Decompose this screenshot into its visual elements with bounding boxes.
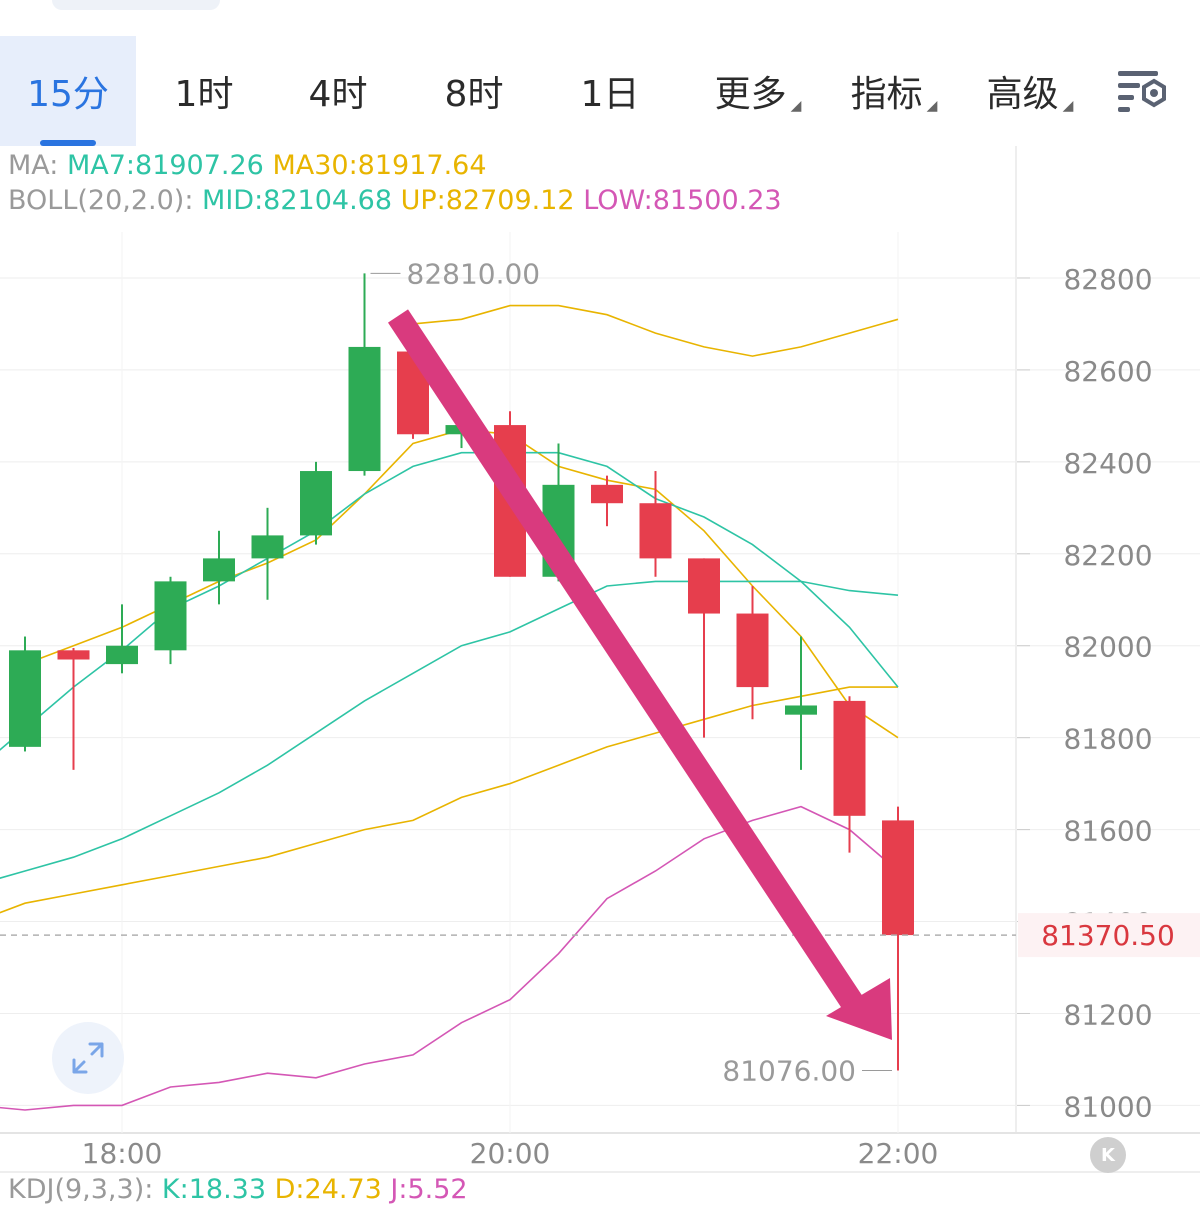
candle-body [591, 484, 623, 504]
candle-body [833, 700, 866, 816]
trend-arrow-shaft [387, 309, 863, 1009]
chart-settings-icon [1118, 71, 1166, 112]
series-ma30-line [0, 686, 898, 914]
candle-body [300, 471, 332, 536]
tab-label: 高级 [986, 74, 1059, 115]
chart-overlay: 82810.00 81076.00 81370.50 [0, 257, 1200, 1087]
boll-mid-value: MID:82104.68 [202, 185, 393, 216]
y-tick-label: 82200 [1063, 539, 1152, 572]
chart-settings-button[interactable] [1112, 36, 1176, 146]
series-boll-a-line [0, 451, 899, 751]
series-mid-line [0, 580, 899, 879]
ma-indicator-line: MA: MA7:81907.26 MA30:81917.64 [8, 150, 487, 181]
kdj-indicator-line: KDJ(9,3,3): K:18.33 D:24.73 J:5.52 [8, 1174, 468, 1205]
boll-up-value: UP:82709.12 [400, 185, 575, 216]
candle-body [639, 503, 672, 559]
top-search-pill[interactable] [52, 0, 220, 10]
dropdown-caret-icon: ◢ [926, 98, 938, 114]
high-marker-label: 82810.00 [407, 257, 541, 290]
boll-indicator-line: BOLL(20,2.0): MID:82104.68 UP:82709.12 L… [8, 185, 782, 216]
tab-4h[interactable]: 4时 [276, 36, 400, 146]
last-price-badge [1018, 913, 1200, 958]
y-tick-label: 81000 [1063, 1090, 1152, 1123]
y-tick-label: 81200 [1063, 998, 1152, 1031]
candle-body [785, 705, 817, 715]
tab-indicators-dropdown[interactable]: 指标 ◢ [836, 36, 952, 146]
tab-label: 1时 [174, 74, 234, 115]
x-tick-label: 22:00 [858, 1137, 939, 1170]
candle-body [688, 558, 720, 614]
candle-body [251, 535, 284, 559]
candle-body [57, 650, 90, 660]
tab-label: 更多 [714, 74, 787, 115]
y-tick-label: 82000 [1063, 631, 1152, 664]
candle-body [9, 650, 41, 747]
chart-grid: 8100081200814008160081800820008220082400… [0, 146, 1200, 1173]
ma-prefix: MA: [8, 150, 59, 181]
boll-low-value: LOW:81500.23 [583, 185, 782, 216]
kdj-d-value: D:24.73 [274, 1174, 382, 1205]
candle-body [348, 346, 381, 472]
tab-1h[interactable]: 1时 [142, 36, 266, 146]
boll-prefix: BOLL(20,2.0): [8, 185, 194, 216]
y-tick-label: 81800 [1063, 723, 1152, 756]
expand-icon [72, 1042, 104, 1074]
kdj-prefix: KDJ(9,3,3): [8, 1174, 154, 1205]
dropdown-caret-icon: ◢ [790, 98, 802, 114]
candle-body [882, 820, 914, 936]
tab-label: 15分 [27, 74, 109, 115]
low-marker-label: 81076.00 [722, 1054, 856, 1087]
candle-body [203, 558, 235, 582]
kdj-j-value: J:5.52 [390, 1174, 468, 1205]
tab-advanced-dropdown[interactable]: 高级 ◢ [972, 36, 1088, 146]
trend-arrow-head [826, 978, 892, 1040]
scroll-to-latest-button[interactable]: K [1090, 1137, 1126, 1173]
dropdown-caret-icon: ◢ [1062, 98, 1074, 114]
k-icon: K [1101, 1144, 1115, 1166]
ma30-value: MA30:81917.64 [272, 150, 487, 181]
tab-label: 1日 [580, 74, 640, 115]
y-tick-label: 82600 [1063, 355, 1152, 388]
candle-body [736, 613, 769, 688]
x-tick-label: 18:00 [82, 1137, 163, 1170]
tab-label: 指标 [850, 74, 923, 115]
series-up-line [412, 304, 899, 357]
candle-body [154, 581, 187, 651]
y-tick-label: 81600 [1063, 815, 1152, 848]
ma7-value: MA7:81907.26 [66, 150, 264, 181]
fullscreen-button[interactable] [52, 1022, 124, 1094]
interval-tab-bar: 15分 1时 4时 8时 1日 更多 ◢ 指标 ◢ 高级 ◢ [0, 36, 1200, 146]
kdj-k-value: K:18.33 [161, 1174, 267, 1205]
tab-15min[interactable]: 15分 [0, 36, 136, 146]
active-tab-indicator [40, 140, 96, 146]
x-tick-label: 20:00 [470, 1137, 551, 1170]
y-tick-label: 82800 [1063, 263, 1152, 296]
tab-more-dropdown[interactable]: 更多 ◢ [700, 36, 816, 146]
last-price-label: 81370.50 [1041, 919, 1175, 952]
tab-1d[interactable]: 1日 [548, 36, 672, 146]
tab-8h[interactable]: 8时 [412, 36, 536, 146]
tab-label: 8时 [444, 74, 504, 115]
candle-body [106, 645, 138, 665]
tab-label: 4时 [308, 74, 368, 115]
y-tick-label: 82400 [1063, 447, 1152, 480]
